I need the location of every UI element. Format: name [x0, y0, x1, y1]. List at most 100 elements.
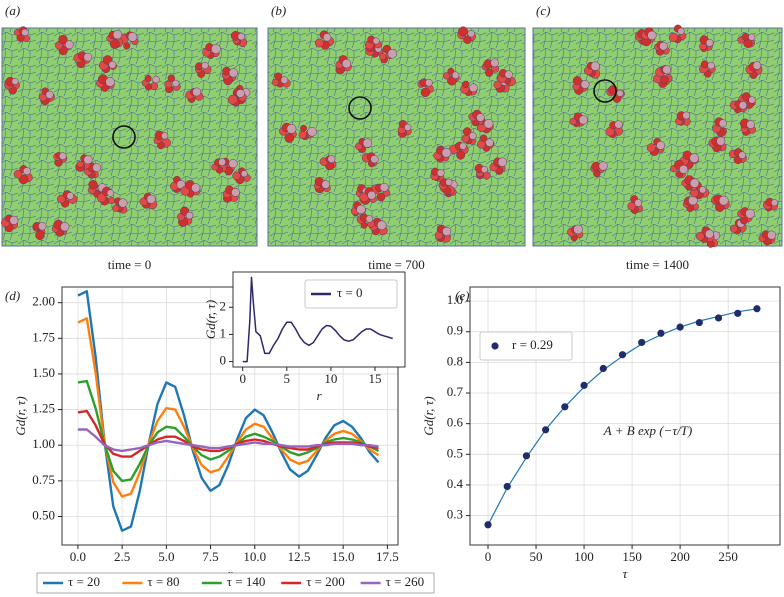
defect-cluster [279, 122, 297, 143]
y-tick-label: 0.6 [447, 415, 464, 430]
defect-cluster [55, 34, 74, 56]
y-axis-label: Gd(r, τ) [203, 300, 218, 339]
x-tick-label: 0 [239, 371, 246, 386]
defect-cell [738, 151, 746, 159]
defect-cell [580, 79, 590, 89]
defect-cell [341, 59, 352, 69]
defect-cell [572, 76, 582, 86]
defect-cell [108, 60, 117, 69]
defect-cell [21, 28, 29, 37]
y-tick-label: 0.3 [447, 507, 463, 522]
x-tick-label: 0.0 [70, 549, 86, 564]
defect-cell [578, 115, 588, 125]
defect-cell [748, 33, 756, 41]
defect-cluster [96, 74, 115, 92]
x-axis-label: τ [623, 566, 629, 581]
defect-cluster [675, 111, 691, 126]
defect-cell [231, 187, 240, 197]
defect-cell [490, 58, 499, 68]
defect-cell [118, 198, 128, 208]
defect-cell [298, 130, 307, 139]
defect-cell [707, 61, 715, 70]
defect-cluster [106, 29, 124, 49]
defect-cluster [627, 195, 643, 214]
panel-label: (b) [271, 3, 286, 18]
x-tick-label: 5.0 [158, 549, 174, 564]
defect-cell [106, 189, 115, 197]
defect-cell [372, 37, 380, 45]
defect-cluster [681, 175, 700, 192]
defect-cell [38, 222, 47, 231]
defect-cell [370, 155, 379, 164]
panel-label: (a) [5, 3, 20, 18]
defect-cluster [57, 190, 78, 208]
defect-cell [201, 61, 209, 70]
defect-cluster [758, 230, 777, 246]
defect-cell [227, 94, 238, 105]
defect-cluster [729, 100, 748, 114]
defect-cluster [448, 141, 469, 160]
tracked-cell-marker [112, 125, 136, 149]
defect-cluster [211, 158, 227, 174]
defect-cluster [641, 27, 657, 47]
defect-cell [92, 163, 102, 173]
defect-cell [442, 226, 452, 236]
defect-cell [668, 32, 679, 43]
defect-cell [689, 178, 700, 188]
defect-cell [634, 199, 643, 207]
data-point [484, 521, 492, 529]
data-point [561, 403, 569, 411]
defect-cell [462, 127, 472, 136]
data-point [522, 452, 531, 460]
defect-cell [152, 75, 160, 84]
defect-cell [362, 138, 373, 148]
defect-cell [232, 171, 241, 180]
defect-cluster [32, 222, 47, 240]
x-tick-label: 5 [284, 371, 291, 386]
legend-label: τ = 140 [227, 574, 266, 589]
data-point [638, 338, 646, 347]
defect-cell [64, 40, 74, 50]
defect-cluster [762, 197, 778, 212]
data-point [580, 381, 588, 389]
defect-cell [58, 34, 68, 45]
defect-cell [700, 60, 709, 69]
defect-cluster [222, 185, 240, 203]
y-tick-label: 0.5 [447, 445, 463, 460]
defect-cell [367, 190, 376, 200]
panel-caption: time = 1400 [626, 257, 689, 272]
y-tick-label: 0 [220, 353, 227, 368]
legend-box [36, 572, 435, 594]
defect-cluster [13, 26, 30, 43]
defect-cell [97, 193, 107, 203]
defect-cell [476, 113, 485, 122]
defect-cell [13, 169, 23, 179]
defect-cell [483, 118, 494, 129]
defect-cluster [141, 74, 160, 91]
defect-cell [614, 120, 623, 129]
defect-cell [745, 208, 755, 219]
x-tick-label: 10 [324, 371, 337, 386]
defect-cell [218, 158, 226, 166]
legend-label: r = 0.29 [512, 337, 553, 352]
defect-cell [497, 157, 508, 167]
defect-cell [741, 92, 751, 101]
defect-cell [718, 119, 727, 128]
legend-label: τ = 20 [68, 574, 100, 589]
defect-cell [647, 30, 657, 41]
defect-cluster [397, 120, 412, 138]
defect-cluster [298, 124, 317, 141]
tracked-cell-marker [593, 79, 617, 103]
y-tick-label: 0.4 [447, 476, 464, 491]
defect-cell [436, 169, 445, 177]
defect-cluster [569, 112, 588, 128]
legend-box [304, 279, 398, 309]
defect-cell [569, 117, 577, 126]
defect-cell [9, 215, 19, 225]
defect-cluster [737, 207, 755, 225]
defect-cluster [177, 206, 194, 227]
defect-cluster [185, 87, 204, 103]
defect-cell [695, 231, 705, 241]
defect-cluster [227, 87, 247, 107]
